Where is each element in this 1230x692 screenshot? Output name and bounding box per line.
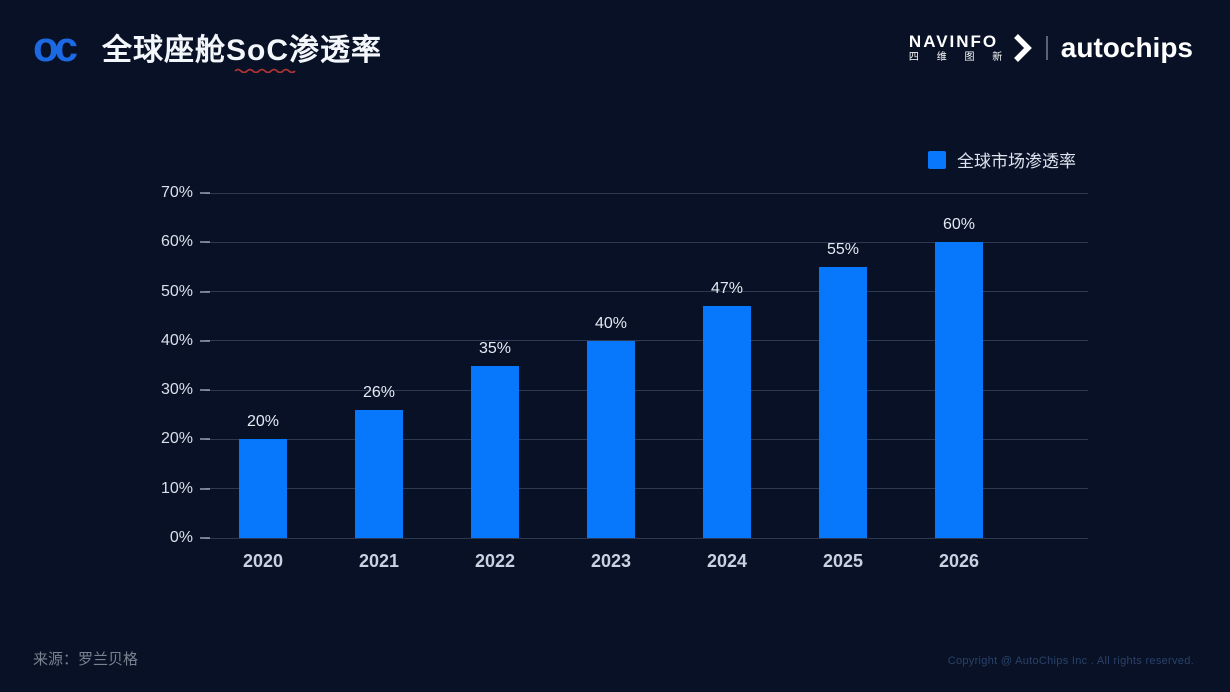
y-axis-tick (200, 487, 210, 490)
bar-value-label: 47% (710, 280, 744, 298)
oc-logo: oc (33, 23, 78, 70)
legend-color-swatch (928, 150, 946, 169)
x-tick-label: 2023 (590, 551, 632, 571)
page-title: 全球座舱SoC渗透率 (102, 34, 382, 67)
gridline (205, 241, 1088, 243)
source-note: 来源：罗兰贝格 (33, 651, 139, 668)
x-tick-label: 2020 (242, 551, 284, 571)
chevron-right-icon (1013, 34, 1032, 62)
bar (239, 439, 287, 538)
bar-value-label: 60% (942, 216, 976, 234)
x-tick-label: 2026 (938, 551, 980, 571)
navinfo-chinese-label: 四 维 图 新 (908, 52, 1010, 63)
brand-logos: NAVINFO 四 维 图 新 autochips (909, 33, 1193, 63)
x-tick-label: 2021 (358, 551, 400, 571)
gridline (205, 389, 1088, 391)
bar (703, 306, 751, 538)
spellcheck-underline-decoration (234, 68, 296, 73)
y-axis-tick (200, 389, 210, 392)
bar (935, 242, 983, 538)
y-axis-tick (200, 438, 210, 441)
gridline (205, 537, 1088, 539)
y-tick-label: 0% (169, 529, 193, 546)
legend-label: 全球市场渗透率 (957, 152, 1076, 171)
bar (587, 340, 635, 538)
y-tick-label: 60% (160, 233, 193, 251)
x-tick-label: 2025 (822, 551, 864, 571)
chart-legend: 全球市场渗透率 (928, 147, 1076, 172)
gridline (205, 340, 1088, 342)
y-axis-tick (200, 241, 210, 244)
bar-value-label: 35% (478, 339, 512, 357)
gridline (205, 291, 1088, 293)
bar (471, 365, 519, 538)
y-axis-tick (200, 339, 210, 342)
y-axis-tick (200, 537, 210, 539)
plot-area: 0% 10% 20% 30% 40% 50% 60% 70% 20% 2020 26% 2021 35%… (161, 184, 1088, 571)
bar-value-label: 55% (826, 240, 860, 258)
copyright-note: Copyright @ AutoChips Inc . All rights r… (947, 655, 1194, 667)
y-tick-label: 20% (160, 430, 193, 448)
y-tick-label: 30% (160, 381, 193, 399)
navinfo-wordmark: NAVINFO (908, 32, 999, 51)
autochips-wordmark: autochips (1060, 32, 1193, 63)
bar-value-label: 26% (362, 383, 396, 401)
bar-value-label: 20% (246, 413, 280, 431)
bar (355, 409, 403, 538)
y-tick-label: 50% (160, 282, 193, 300)
x-tick-label: 2024 (706, 551, 748, 571)
y-tick-label: 70% (160, 184, 193, 201)
brand-divider (1045, 36, 1048, 60)
y-tick-label: 40% (160, 331, 193, 349)
gridline (205, 488, 1088, 490)
y-axis-tick (200, 290, 210, 293)
x-tick-label: 2022 (474, 551, 516, 571)
gridline (205, 438, 1088, 440)
navinfo-logo: NAVINFO 四 维 图 新 (909, 33, 1010, 63)
gridline (205, 192, 1088, 194)
bar-value-label: 40% (594, 314, 628, 332)
bar (819, 266, 867, 538)
y-axis-tick (200, 192, 210, 194)
y-tick-label: 10% (160, 479, 193, 497)
